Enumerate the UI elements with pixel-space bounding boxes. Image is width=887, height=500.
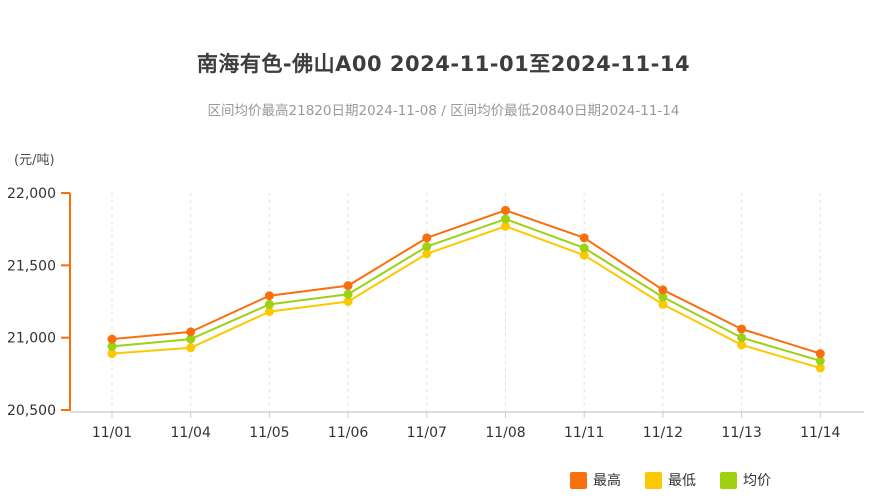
data-point-high[interactable] — [658, 285, 668, 295]
page-title: 南海有色-佛山A00 2024-11-01至2024-11-14 — [196, 52, 691, 76]
data-point-low[interactable] — [501, 221, 510, 231]
data-point-low[interactable] — [264, 307, 274, 317]
data-point-avg[interactable] — [343, 289, 353, 299]
data-point-high[interactable] — [107, 334, 117, 344]
legend-swatch-high — [570, 471, 587, 489]
x-axis-tick-label: 11/04 — [171, 425, 211, 441]
data-point-low[interactable] — [737, 340, 747, 350]
y-axis-tick-label: 22,000 — [7, 186, 56, 202]
legend: 最高 最低 均价 — [570, 470, 771, 490]
x-axis-tick-label: 11/05 — [249, 425, 289, 441]
y-axis-tick-label: 21,500 — [7, 258, 56, 274]
legend-label-avg: 均价 — [743, 473, 771, 489]
x-axis-tick-label: 11/11 — [564, 425, 604, 441]
data-point-avg[interactable] — [501, 214, 510, 224]
legend-label-high: 最高 — [593, 473, 621, 489]
data-point-avg[interactable] — [422, 242, 432, 252]
data-point-high[interactable] — [815, 349, 825, 359]
x-axis-tick-label: 11/12 — [643, 425, 683, 441]
data-point-low[interactable] — [815, 363, 825, 373]
data-point-avg[interactable] — [658, 292, 668, 302]
x-axis-tick-label: 11/14 — [800, 425, 840, 441]
x-axis-tick-label: 11/01 — [92, 425, 132, 441]
data-point-low[interactable] — [107, 349, 117, 359]
y-axis-tick-label: 21,000 — [7, 331, 56, 347]
x-axis-tick-label: 11/08 — [485, 425, 525, 441]
series-line-low — [111, 225, 821, 370]
data-point-avg[interactable] — [579, 243, 589, 253]
data-point-high[interactable] — [579, 233, 589, 243]
series-line-avg — [111, 218, 821, 362]
data-point-high[interactable] — [343, 281, 353, 291]
data-point-high[interactable] — [186, 327, 196, 337]
series-line-high — [111, 209, 821, 355]
legend-item-low[interactable]: 最低 — [645, 470, 696, 490]
legend-item-avg[interactable]: 均价 — [720, 470, 771, 490]
y-axis-unit-label: (元/吨) — [14, 153, 55, 168]
data-point-low[interactable] — [343, 297, 353, 306]
data-point-avg[interactable] — [815, 356, 825, 366]
legend-swatch-avg — [720, 471, 737, 489]
data-point-low[interactable] — [186, 343, 196, 353]
legend-swatch-low — [645, 471, 662, 489]
data-point-low[interactable] — [579, 250, 589, 260]
x-axis-tick-label: 11/06 — [328, 425, 368, 441]
data-point-avg[interactable] — [737, 333, 747, 343]
x-axis-tick-label: 11/13 — [721, 425, 761, 441]
x-axis-tick-label: 11/07 — [407, 425, 447, 441]
data-point-avg[interactable] — [107, 341, 117, 351]
legend-label-low: 最低 — [668, 473, 696, 489]
data-point-high[interactable] — [422, 233, 432, 243]
data-point-avg[interactable] — [186, 334, 196, 344]
data-point-high[interactable] — [501, 205, 510, 215]
page-subtitle: 区间均价最高21820日期2024-11-08 / 区间均价最低20840日期2… — [207, 103, 680, 119]
data-point-low[interactable] — [658, 299, 668, 309]
legend-item-high[interactable]: 最高 — [570, 470, 621, 490]
data-point-high[interactable] — [264, 291, 274, 301]
data-point-low[interactable] — [422, 249, 432, 259]
y-axis-tick-label: 20,500 — [7, 403, 56, 419]
data-point-avg[interactable] — [264, 299, 274, 309]
data-point-high[interactable] — [737, 324, 747, 334]
